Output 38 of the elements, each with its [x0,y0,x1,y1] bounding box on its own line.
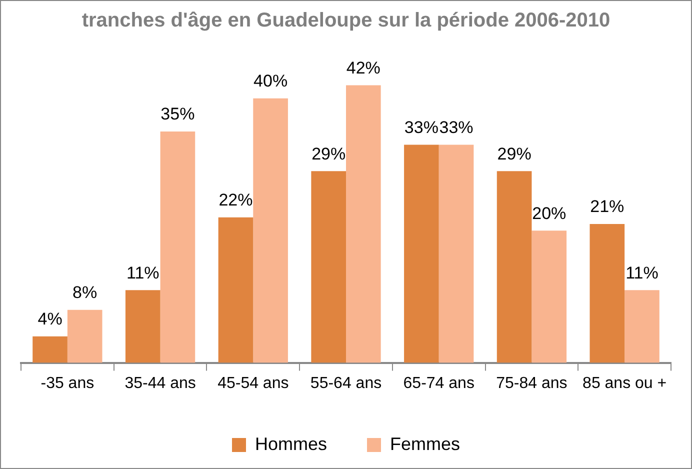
legend-label: Hommes [254,434,328,454]
data-label: 8% [72,283,98,302]
bar [311,171,346,363]
bar [67,310,102,363]
data-label: 33% [439,118,474,137]
x-tick-label: -35 ans [40,374,94,392]
data-label: 42% [346,58,380,78]
data-label: 20% [532,204,566,223]
x-tick-label: 85 ans ou + [582,374,667,392]
bar [438,144,474,363]
bar [590,224,625,363]
data-label: 11% [126,263,160,282]
data-label: 11% [626,263,658,282]
data-label: 35% [160,104,195,124]
legend-label: Femmes [390,434,460,454]
x-tick-label: 75-84 ans [496,374,568,392]
bar [32,336,68,363]
bar [160,131,196,363]
data-label: 22% [218,190,253,210]
bar [346,85,381,363]
bar [125,290,160,363]
x-tick-label: 55-64 ans [310,374,382,392]
data-label: 29% [312,144,346,164]
bar [532,230,567,363]
data-label: 29% [497,144,532,164]
bar [496,171,532,363]
bar [624,290,660,363]
x-tick-label: 45-54 ans [218,374,289,392]
bar [404,144,439,363]
bar [253,98,288,363]
data-label: 21% [590,197,624,216]
chart-title: tranches d'âge en Guadeloupe sur la période 2006-2010 [82,10,610,32]
data-label: 4% [38,310,62,329]
data-label: 40% [254,72,288,91]
data-label: 33% [404,118,438,137]
bar [218,217,254,363]
x-tick-label: 65-74 ans [403,374,474,392]
x-tick-label: 35-44 ans [124,374,196,392]
